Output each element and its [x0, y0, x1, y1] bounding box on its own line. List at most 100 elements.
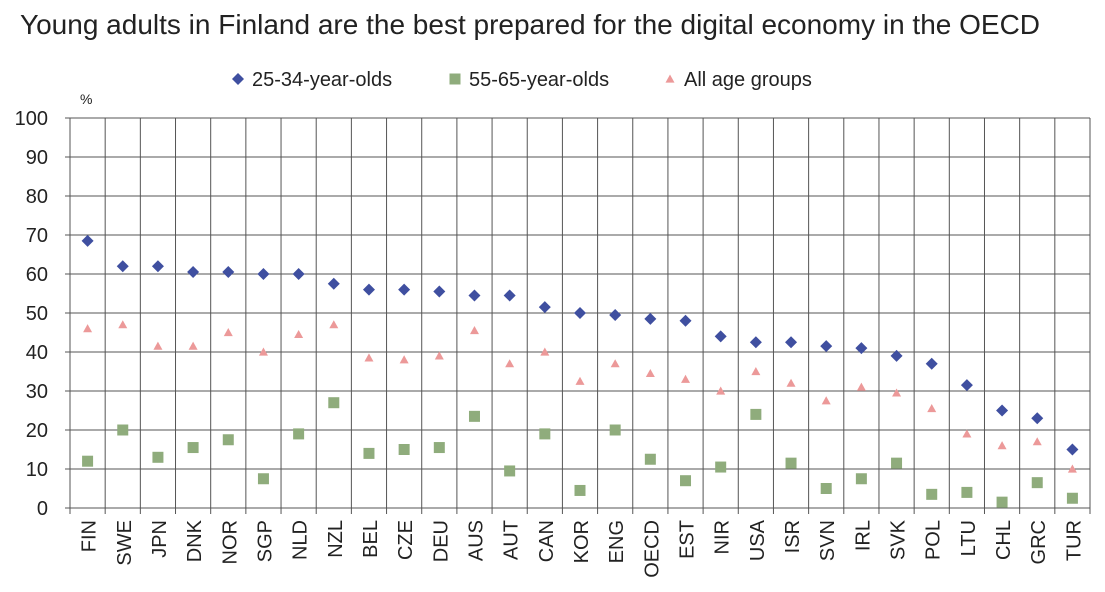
- y-tick-label: 10: [26, 459, 48, 481]
- data-point: [187, 266, 200, 279]
- data-point: [187, 442, 199, 454]
- y-tick-label: 90: [26, 147, 48, 169]
- data-point: [750, 408, 762, 420]
- data-point: [258, 347, 268, 356]
- data-point: [926, 488, 938, 500]
- data-point: [540, 347, 550, 356]
- chart-title: Young adults in Finland are the best pre…: [20, 9, 1041, 40]
- data-point: [152, 451, 164, 463]
- data-point: [117, 424, 129, 436]
- x-tick-label: CAN: [536, 520, 558, 562]
- data-point: [398, 283, 411, 296]
- x-tick-label: SGP: [254, 520, 276, 562]
- data-point: [468, 410, 480, 422]
- x-tick-label: POL: [923, 520, 945, 560]
- data-point: [645, 368, 655, 378]
- y-tick-label: 70: [26, 225, 48, 247]
- x-tick-label: KOR: [571, 520, 593, 563]
- data-point: [1032, 437, 1042, 446]
- x-tick-label: CZE: [395, 520, 417, 560]
- x-tick-label: NIR: [712, 520, 734, 554]
- x-tick-label: DEU: [430, 520, 452, 562]
- y-tick-label: 40: [26, 342, 48, 364]
- data-point: [960, 379, 973, 392]
- data-point: [293, 428, 305, 440]
- data-point: [996, 496, 1008, 508]
- legend-marker: [449, 73, 461, 85]
- data-point: [329, 320, 339, 329]
- x-tick-label: AUT: [501, 520, 523, 560]
- x-tick-label: FIN: [79, 520, 101, 552]
- data-point: [398, 444, 410, 455]
- data-point: [925, 357, 938, 370]
- x-tick-label: DNK: [184, 519, 206, 562]
- data-point: [257, 268, 270, 280]
- data-point: [503, 289, 516, 302]
- data-point: [153, 341, 163, 350]
- y-tick-label: 60: [26, 264, 48, 286]
- data-point: [81, 234, 94, 247]
- y-tick-label: 0: [37, 498, 48, 520]
- data-point: [327, 277, 340, 290]
- data-point: [820, 340, 833, 353]
- x-tick-label: ISR: [782, 520, 804, 553]
- data-point: [575, 376, 585, 385]
- x-tick-label: BEL: [360, 520, 382, 558]
- data-point: [856, 382, 866, 391]
- y-tick-label: 80: [26, 186, 48, 208]
- data-point: [538, 301, 551, 314]
- data-point: [222, 266, 235, 279]
- legend-marker: [665, 74, 675, 83]
- data-point: [83, 324, 93, 333]
- data-point: [188, 341, 198, 350]
- data-point: [1031, 477, 1043, 489]
- data-point: [1067, 464, 1077, 473]
- data-point: [855, 473, 867, 485]
- data-point: [504, 465, 516, 477]
- y-tick-label: 100: [15, 108, 48, 130]
- grid-layer: [69, 117, 1091, 509]
- legend-marker: [232, 73, 244, 85]
- x-tick-label: SWE: [114, 520, 136, 566]
- x-tick-label: GRC: [1028, 520, 1050, 564]
- data-point: [362, 283, 375, 296]
- x-tick-label: USA: [747, 519, 769, 561]
- data-point: [681, 374, 691, 383]
- legend: 25-34-year-olds 55-65-year-olds All age gr…: [232, 69, 812, 91]
- data-point: [294, 329, 304, 339]
- x-tick-label: SVK: [888, 519, 910, 560]
- data-point: [574, 307, 586, 319]
- data-point: [961, 486, 973, 498]
- data-point: [786, 378, 796, 387]
- data-point: [785, 336, 798, 349]
- x-tick-label: OECD: [641, 520, 663, 578]
- data-point: [1066, 492, 1078, 504]
- data-point: [363, 447, 375, 459]
- data-point: [715, 461, 727, 473]
- x-tick-label: JPN: [149, 520, 171, 558]
- data-point: [328, 397, 340, 409]
- data-point: [1031, 412, 1044, 425]
- data-point: [399, 355, 409, 364]
- y-tick-label: 50: [26, 303, 48, 325]
- x-tick-label: LTU: [958, 520, 980, 556]
- data-point: [892, 388, 902, 397]
- data-point: [610, 359, 620, 368]
- y-tick-label: 20: [26, 420, 48, 442]
- legend-label: 25-34-year-olds: [252, 69, 392, 91]
- legend-label: 55-65-year-olds: [469, 69, 609, 91]
- data-point: [222, 434, 234, 446]
- data-point: [609, 308, 622, 321]
- data-point: [434, 351, 444, 360]
- data-point: [609, 424, 621, 436]
- axis-layer: 0 10 20 30 40 50 60 70 80 90 100 FIN SWE JPN DNK NOR SGP…: [15, 91, 1091, 578]
- data-point: [469, 326, 479, 335]
- data-point: [680, 475, 692, 487]
- data-point: [644, 453, 656, 465]
- data-point: [118, 320, 128, 329]
- data-point: [820, 483, 832, 494]
- y-tick-label: 30: [26, 381, 48, 403]
- data-point: [891, 457, 903, 469]
- data-point: [292, 268, 305, 280]
